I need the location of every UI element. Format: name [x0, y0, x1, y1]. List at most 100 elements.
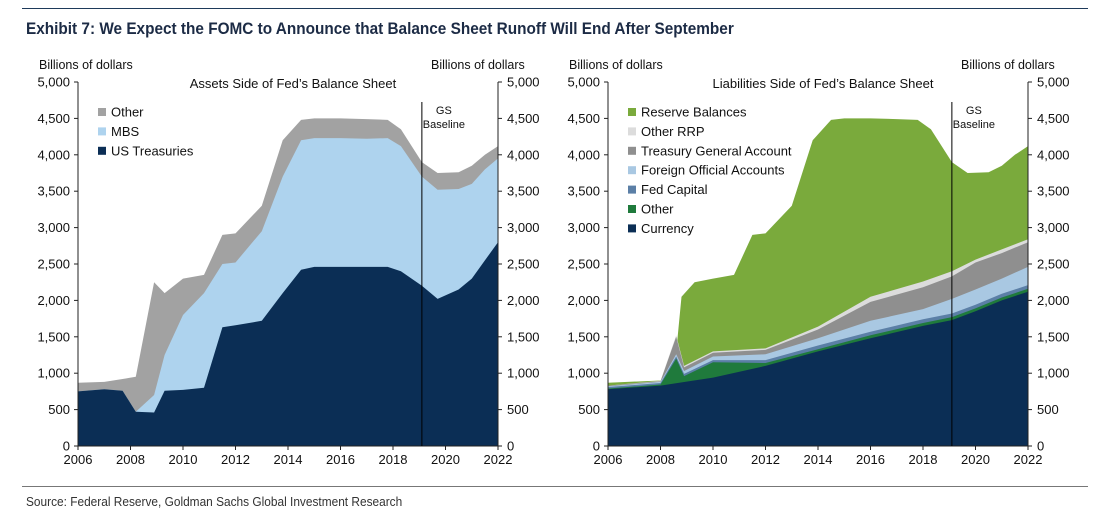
x-tick-label: 2008 [116, 452, 145, 467]
y-tick-label-left: 3,500 [37, 184, 70, 199]
y-tick-label-left: 0 [63, 439, 70, 454]
y-tick-label-left: 5,000 [567, 75, 600, 90]
y-tick-label-left: 4,500 [37, 111, 70, 126]
legend-swatch [98, 108, 106, 116]
x-tick-label: 2022 [484, 452, 513, 467]
y-tick-label-right: 4,000 [507, 147, 540, 162]
liabilities-chart-svg: 0 0 500 500 1,000 1,000 1,500 1,500 2,000 2,000 2,… [567, 75, 1069, 468]
chart-title: Liabilities Side of Fed’s Balance Sheet [713, 76, 934, 91]
left-axis-unit: Billions of dollars [569, 58, 663, 72]
x-tick-label: 2012 [751, 452, 780, 467]
legend-swatch [628, 185, 636, 194]
baseline-annotation-label: GS [436, 105, 452, 117]
assets-chart-panel: Billions of dollars Billions of dollars … [25, 52, 539, 472]
x-tick-label: 2008 [646, 452, 675, 467]
y-tick-label-left: 2,500 [567, 257, 600, 272]
y-tick-label-left: 0 [593, 439, 600, 454]
x-tick-label: 2018 [909, 452, 938, 467]
y-tick-label-right: 4,500 [507, 111, 540, 126]
legend-label: Fed Capital [641, 182, 708, 197]
x-tick-label: 2020 [431, 452, 460, 467]
y-tick-label-left: 4,500 [567, 111, 600, 126]
y-tick-label-right: 5,000 [1037, 75, 1070, 90]
legend-label: Treasury General Account [641, 143, 792, 158]
legend-label: Other [641, 202, 674, 217]
source-note: Source: Federal Reserve, Goldman Sachs G… [26, 495, 403, 509]
baseline-annotation-label: GS [966, 105, 982, 117]
right-axis-unit: Billions of dollars [961, 58, 1055, 72]
y-tick-label-right: 2,000 [1037, 293, 1070, 308]
y-tick-label-left: 3,000 [37, 220, 70, 235]
legend-label: Other RRP [641, 124, 705, 139]
x-tick-label: 2014 [804, 452, 833, 467]
legend-swatch [628, 127, 636, 136]
x-tick-label: 2022 [1014, 452, 1043, 467]
liabilities-chart-panel: Billions of dollars Billions of dollars … [555, 52, 1069, 472]
baseline-annotation-label: Baseline [423, 119, 465, 131]
top-rule [22, 8, 1088, 9]
y-tick-label-right: 2,500 [1037, 257, 1070, 272]
y-tick-label-left: 500 [578, 402, 600, 417]
x-tick-label: 2010 [169, 452, 198, 467]
y-tick-label-left: 2,000 [37, 293, 70, 308]
y-tick-label-right: 3,500 [507, 184, 540, 199]
y-tick-label-right: 1,500 [507, 329, 540, 344]
legend-label: Reserve Balances [641, 105, 747, 120]
y-tick-label-right: 500 [507, 402, 529, 417]
x-tick-label: 2012 [221, 452, 250, 467]
y-tick-label-right: 4,500 [1037, 111, 1070, 126]
y-tick-label-right: 0 [507, 439, 514, 454]
y-tick-label-left: 1,000 [567, 366, 600, 381]
y-tick-label-left: 2,000 [567, 293, 600, 308]
y-tick-label-right: 2,500 [507, 257, 540, 272]
y-tick-label-left: 4,000 [37, 147, 70, 162]
y-tick-label-left: 3,000 [567, 220, 600, 235]
x-tick-label: 2006 [594, 452, 623, 467]
y-tick-label-left: 3,500 [567, 184, 600, 199]
x-tick-label: 2010 [699, 452, 728, 467]
y-tick-label-left: 1,000 [37, 366, 70, 381]
area-currency [608, 291, 1028, 446]
x-tick-label: 2016 [326, 452, 355, 467]
legend-swatch [98, 146, 106, 155]
chart-title: Assets Side of Fed’s Balance Sheet [190, 76, 397, 91]
assets-chart-svg: 0 0 500 500 1,000 1,000 1,500 1,500 2,000 2,000 2,… [37, 75, 539, 468]
legend-label: Foreign Official Accounts [641, 163, 785, 178]
y-tick-label-right: 500 [1037, 402, 1059, 417]
y-tick-label-right: 0 [1037, 439, 1044, 454]
y-tick-label-right: 4,000 [1037, 147, 1070, 162]
y-tick-label-right: 1,000 [1037, 366, 1070, 381]
baseline-annotation-label: Baseline [953, 119, 995, 131]
y-tick-label-left: 4,000 [567, 147, 600, 162]
y-tick-label-right: 5,000 [507, 75, 540, 90]
exhibit-title: Exhibit 7: We Expect the FOMC to Announc… [26, 20, 734, 38]
legend-swatch [628, 108, 636, 116]
y-tick-label-left: 2,500 [37, 257, 70, 272]
y-tick-label-right: 2,000 [507, 293, 540, 308]
y-tick-label-left: 500 [48, 402, 70, 417]
y-tick-label-right: 3,000 [507, 220, 540, 235]
legend-label: Currency [641, 221, 694, 236]
y-tick-label-right: 3,000 [1037, 220, 1070, 235]
y-tick-label-right: 3,500 [1037, 184, 1070, 199]
legend-swatch [628, 166, 636, 175]
area-us-treasuries [78, 242, 498, 446]
y-tick-label-left: 5,000 [37, 75, 70, 90]
y-tick-label-right: 1,000 [507, 366, 540, 381]
legend-swatch [628, 146, 636, 155]
right-axis-unit: Billions of dollars [431, 58, 525, 72]
x-tick-label: 2018 [379, 452, 408, 467]
legend-swatch [628, 224, 636, 233]
y-tick-label-right: 1,500 [1037, 329, 1070, 344]
left-axis-unit: Billions of dollars [39, 58, 133, 72]
legend-label: Other [111, 105, 144, 120]
legend-swatch [98, 127, 106, 136]
legend-label: US Treasuries [111, 143, 194, 158]
y-tick-label-left: 1,500 [37, 329, 70, 344]
x-tick-label: 2020 [961, 452, 990, 467]
x-tick-label: 2006 [64, 452, 93, 467]
x-tick-label: 2014 [274, 452, 303, 467]
bottom-rule [22, 486, 1088, 487]
legend-label: MBS [111, 124, 140, 139]
x-tick-label: 2016 [856, 452, 885, 467]
